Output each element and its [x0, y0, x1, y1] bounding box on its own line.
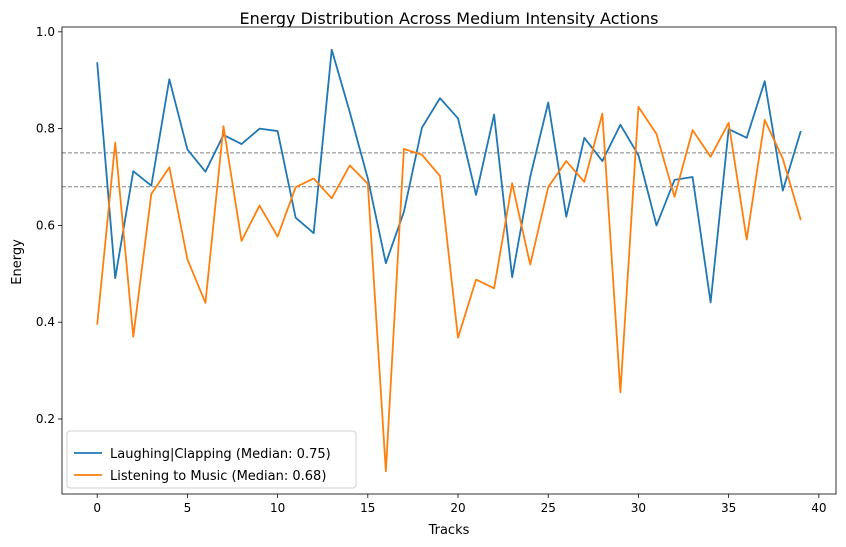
y-axis-label: Energy — [10, 239, 25, 285]
legend-box — [66, 430, 357, 489]
y-tick-label: 0.8 — [36, 122, 55, 136]
x-tick-label: 10 — [270, 501, 285, 515]
x-tick-label: 35 — [721, 501, 736, 515]
x-tick-label: 0 — [93, 501, 101, 515]
x-tick-label: 40 — [811, 501, 826, 515]
x-tick-label: 20 — [450, 501, 465, 515]
series-line-1 — [96, 105, 802, 473]
legend-label-laughing-clapping: Laughing|Clapping (Median: 0.75) — [110, 447, 331, 462]
x-tick-label: 5 — [184, 501, 192, 515]
series-line-0 — [96, 48, 802, 304]
legend: Laughing|Clapping (Median: 0.75) Listeni… — [66, 430, 357, 489]
y-tick-label: 0.4 — [36, 315, 55, 329]
x-axis-ticks: 0 5 10 15 20 25 30 35 40 — [93, 494, 827, 515]
y-tick-label: 0.2 — [36, 412, 55, 426]
y-axis-ticks: 0.2 0.4 0.6 0.8 1.0 — [36, 25, 62, 426]
chart-title: Energy Distribution Across Medium Intens… — [240, 9, 659, 28]
x-tick-label: 30 — [631, 501, 646, 515]
x-tick-label: 15 — [360, 501, 375, 515]
series-lines — [96, 48, 802, 473]
x-axis-label: Tracks — [428, 523, 470, 538]
x-tick-label: 25 — [541, 501, 556, 515]
y-tick-label: 0.6 — [36, 218, 55, 232]
plot-frame — [61, 26, 837, 495]
legend-label-listening-to-music: Listening to Music (Median: 0.68) — [110, 469, 326, 484]
y-tick-label: 1.0 — [36, 25, 55, 39]
